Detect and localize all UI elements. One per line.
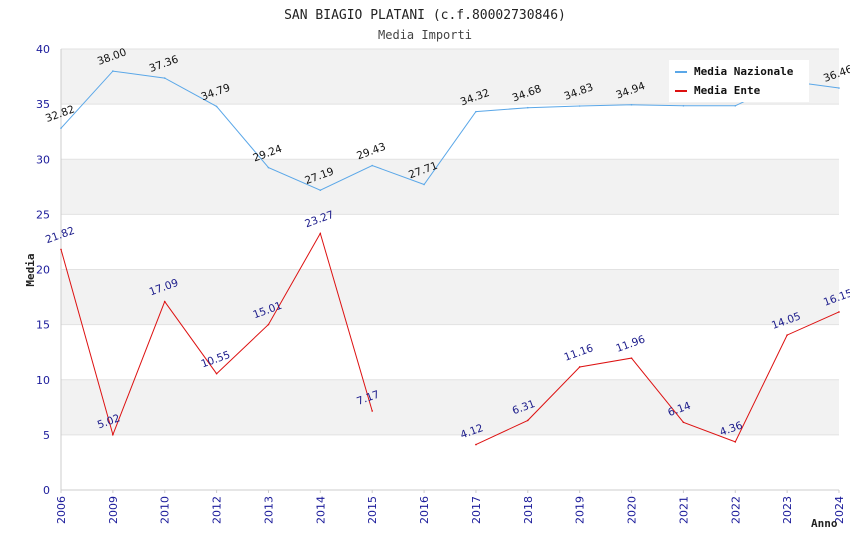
- x-tick-label: 2020: [626, 496, 639, 524]
- legend-label-nazionale: Media Nazionale: [694, 65, 794, 78]
- y-tick-label: 30: [36, 153, 50, 166]
- x-tick-label: 2024: [833, 496, 846, 524]
- point-media-ente: [630, 357, 633, 359]
- point-media-nazionale: [371, 164, 374, 167]
- y-tick-label: 15: [36, 319, 50, 332]
- data-label: 21.82: [44, 225, 76, 247]
- series-line-media-ente: [475, 311, 840, 446]
- point-media-ente: [734, 441, 737, 443]
- point-media-ente: [60, 248, 62, 251]
- x-tick-label: 2018: [522, 496, 535, 524]
- grid-band: [61, 269, 839, 325]
- x-axis-label: Anno: [811, 517, 838, 530]
- chart-subtitle: Media Importi: [378, 28, 472, 42]
- point-media-nazionale: [630, 103, 633, 106]
- y-tick-labels: 0 5 10 15 20 25 30 35 40: [36, 43, 50, 497]
- legend-box: [669, 60, 809, 102]
- grid-band: [61, 379, 839, 435]
- x-tick-label: 2014: [314, 496, 327, 524]
- point-media-nazionale: [112, 70, 114, 72]
- point-media-ente: [838, 311, 840, 313]
- x-tick-label: 2015: [366, 496, 379, 524]
- y-tick-label: 10: [36, 374, 50, 387]
- y-tick-label: 5: [43, 429, 50, 442]
- point-media-ente: [215, 372, 218, 375]
- y-tick-label: 25: [36, 208, 50, 221]
- x-tick-label: 2017: [470, 496, 483, 524]
- point-media-nazionale: [423, 183, 425, 186]
- point-media-ente: [475, 443, 477, 446]
- point-media-nazionale: [267, 166, 270, 169]
- point-media-ente: [786, 334, 788, 336]
- point-media-nazionale: [578, 105, 581, 107]
- x-tick-label: 2019: [574, 496, 587, 524]
- point-media-ente: [112, 433, 114, 436]
- x-tick-label: 2021: [677, 496, 690, 524]
- data-label: 11.16: [563, 342, 596, 364]
- legend-label-ente: Media Ente: [694, 84, 761, 97]
- y-tick-label: 20: [36, 264, 50, 277]
- data-label: 11.96: [614, 333, 647, 355]
- chart-title: SAN BIAGIO PLATANI (c.f.80002730846): [284, 8, 566, 23]
- x-tick-labels: 2006 2009 2010 2012 2013 2014 2015 2016 2017 2018…: [55, 490, 846, 524]
- point-media-nazionale: [60, 127, 62, 129]
- point-media-nazionale: [682, 104, 685, 107]
- axes: [60, 49, 839, 491]
- grid-lines: [61, 48, 839, 491]
- grid-bands: [61, 49, 839, 435]
- x-tick-label: 2016: [418, 496, 431, 524]
- point-media-nazionale: [163, 77, 166, 79]
- series-line-media-nazionale: [60, 70, 840, 191]
- series-lines: [60, 70, 840, 446]
- grid-band: [61, 159, 839, 215]
- legend: Media Nazionale Media Ente: [669, 60, 809, 102]
- point-media-nazionale: [215, 105, 218, 108]
- point-media-ente: [578, 366, 581, 368]
- y-axis-label: Media: [24, 253, 37, 286]
- point-media-nazionale: [527, 106, 529, 109]
- point-media-nazionale: [838, 87, 840, 89]
- x-tick-label: 2022: [729, 496, 742, 524]
- y-tick-label: 40: [36, 43, 50, 56]
- y-tick-label: 35: [36, 98, 50, 111]
- x-tick-label: 2009: [107, 496, 120, 524]
- point-media-ente: [682, 421, 685, 424]
- point-media-nazionale: [319, 189, 322, 192]
- x-tick-label: 2010: [159, 496, 172, 524]
- data-label: 10.55: [200, 349, 232, 371]
- y-tick-label: 0: [43, 484, 50, 497]
- x-tick-label: 2006: [55, 496, 68, 524]
- point-media-ente: [267, 323, 270, 326]
- x-tick-label: 2023: [781, 496, 794, 524]
- point-media-nazionale: [734, 104, 737, 107]
- point-media-ente: [163, 300, 166, 303]
- point-media-ente: [319, 232, 322, 235]
- point-media-nazionale: [475, 110, 477, 113]
- x-tick-label: 2013: [262, 496, 275, 524]
- x-tick-label: 2012: [211, 496, 224, 524]
- point-media-ente: [527, 419, 529, 422]
- point-media-ente: [371, 410, 374, 412]
